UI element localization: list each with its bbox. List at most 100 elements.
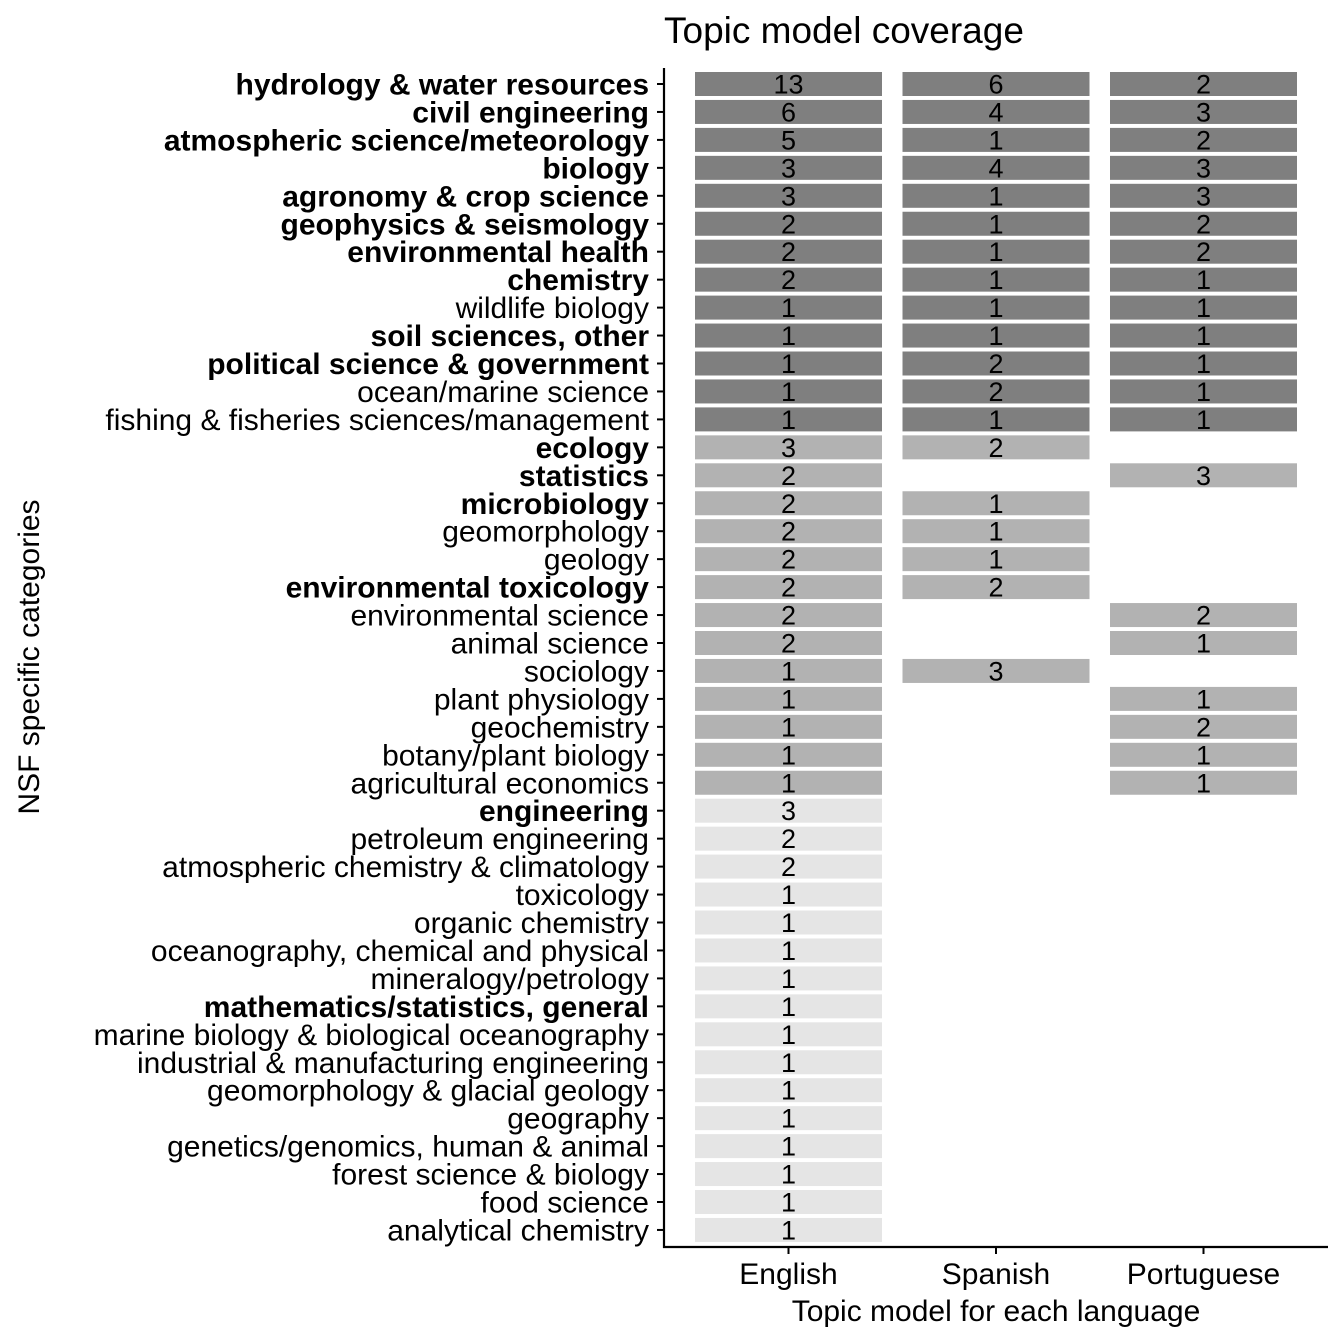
heatmap-cell <box>695 547 882 572</box>
heatmap-cell <box>902 239 1090 264</box>
y-tick-label: atmospheric chemistry & climatology <box>162 851 649 884</box>
cell-value-label: 2 <box>988 433 1003 463</box>
cell-value-label: 13 <box>773 70 803 100</box>
heatmap-cell <box>902 323 1090 348</box>
y-tick-label: forest science & biology <box>332 1159 649 1192</box>
cell-value-label: 2 <box>781 601 796 631</box>
cell-value-label: 2 <box>1196 237 1211 267</box>
cell-value-label: 2 <box>781 265 796 295</box>
heatmap-cell <box>695 407 882 432</box>
heatmap-cell <box>695 1078 882 1103</box>
cell-value-label: 1 <box>781 321 796 351</box>
y-tick-label: geomorphology & glacial geology <box>207 1075 649 1108</box>
y-tick-label: agricultural economics <box>351 767 649 800</box>
y-tick-label: toxicology <box>516 879 649 912</box>
cell-value-label: 1 <box>988 321 1003 351</box>
cell-value-label: 1 <box>1196 265 1211 295</box>
heatmap-cell <box>1110 351 1297 376</box>
heatmap-cell <box>695 854 882 879</box>
y-tick-label: soil sciences, other <box>371 320 650 353</box>
y-tick-label: industrial & manufacturing engineering <box>137 1047 649 1080</box>
heatmap-cell <box>695 211 882 236</box>
cell-value-label: 3 <box>781 153 796 183</box>
cell-value-label: 1 <box>781 405 796 435</box>
heatmap-cell <box>1110 323 1297 348</box>
y-tick-label: microbiology <box>461 488 650 521</box>
cell-value-label: 2 <box>781 545 796 575</box>
heatmap-cell <box>695 1162 882 1187</box>
cell-value-label: 1 <box>781 656 796 686</box>
heatmap-cell <box>695 742 882 767</box>
cell-value-label: 1 <box>781 712 796 742</box>
cell-value-label: 1 <box>781 377 796 407</box>
heatmap-cell <box>1110 155 1297 180</box>
cell-value-label: 3 <box>1196 153 1211 183</box>
heatmap-cell <box>1110 603 1297 628</box>
cell-value-label: 1 <box>1196 377 1211 407</box>
y-tick-label: organic chemistry <box>414 907 649 940</box>
y-tick-label: marine biology & biological oceanography <box>94 1019 649 1052</box>
y-tick-label: engineering <box>479 795 649 828</box>
heatmap-cell <box>695 379 882 404</box>
cell-value-label: 1 <box>781 1132 796 1162</box>
cell-value-label: 6 <box>988 70 1003 100</box>
heatmap-cell <box>1110 631 1297 655</box>
y-tick-label: botany/plant biology <box>382 739 649 772</box>
heatmap-cell <box>695 519 882 544</box>
y-tick-label: agronomy & crop science <box>282 180 649 213</box>
heatmap-cell <box>695 463 882 488</box>
heatmap-cell <box>902 72 1090 96</box>
cell-value-label: 1 <box>781 1104 796 1134</box>
heatmap-cell <box>695 295 882 320</box>
cell-value-label: 3 <box>1196 461 1211 491</box>
heatmap-cells: 13 6 26 4 35 1 23 4 33 1 32 1 22 1 22 1 11 1 11 1 11 2 11 2 11 1 1… <box>695 70 1297 1245</box>
cell-value-label: 1 <box>781 936 796 966</box>
y-tick-label: food science <box>481 1187 649 1220</box>
heatmap-cell <box>1110 770 1297 795</box>
y-tick-label: geophysics & seismology <box>281 208 650 241</box>
cell-value-label: 3 <box>781 796 796 826</box>
heatmap-cell <box>695 351 882 376</box>
heatmap-cell <box>695 267 882 292</box>
y-tick-label: civil engineering <box>412 96 649 129</box>
heatmap-cell <box>695 1190 882 1214</box>
heatmap-cell <box>695 1050 882 1075</box>
heatmap-cell <box>1110 295 1297 320</box>
y-tick-label: environmental science <box>351 600 650 633</box>
heatmap-cell <box>1110 379 1297 404</box>
heatmap-cell <box>695 1134 882 1159</box>
y-tick-label: environmental toxicology <box>286 572 650 605</box>
y-tick-label: statistics <box>519 460 649 493</box>
heatmap-cell <box>695 631 882 655</box>
heatmap-cell <box>902 379 1090 404</box>
heatmap-cell <box>695 686 882 711</box>
cell-value-label: 1 <box>781 740 796 770</box>
heatmap-cell <box>695 575 882 600</box>
y-tick-label: ocean/marine science <box>357 376 649 409</box>
heatmap-cell <box>695 435 882 460</box>
heatmap-cell <box>695 994 882 1019</box>
heatmap-cell <box>695 1022 882 1047</box>
cell-value-label: 1 <box>781 293 796 323</box>
y-tick-label: chemistry <box>507 264 649 297</box>
cell-value-label: 4 <box>988 153 1003 183</box>
heatmap-cell <box>695 127 882 152</box>
cell-value-label: 1 <box>781 908 796 938</box>
heatmap-cell <box>1110 239 1297 264</box>
heatmap-cell <box>695 155 882 180</box>
heatmap-cell <box>902 435 1090 460</box>
cell-value-label: 2 <box>781 824 796 854</box>
cell-value-label: 1 <box>988 237 1003 267</box>
cell-value-label: 1 <box>1196 405 1211 435</box>
y-tick-label: genetics/genomics, human & animal <box>167 1131 649 1164</box>
x-axis-title: Topic model for each language <box>792 1295 1201 1328</box>
y-tick-label: petroleum engineering <box>350 823 649 856</box>
cell-value-label: 1 <box>988 209 1003 239</box>
cell-value-label: 2 <box>1196 70 1211 100</box>
heatmap-cell <box>695 323 882 348</box>
cell-value-label: 1 <box>988 405 1003 435</box>
cell-value-label: 3 <box>1196 97 1211 127</box>
cell-value-label: 1 <box>781 880 796 910</box>
heatmap-cell <box>902 407 1090 432</box>
heatmap-cell <box>1110 463 1297 488</box>
